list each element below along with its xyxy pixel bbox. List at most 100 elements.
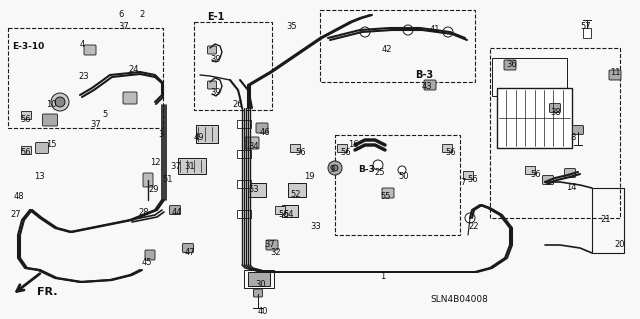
FancyBboxPatch shape bbox=[609, 70, 621, 80]
Text: 26: 26 bbox=[232, 100, 243, 109]
Text: 31: 31 bbox=[184, 162, 195, 171]
Text: 22: 22 bbox=[468, 222, 479, 231]
FancyBboxPatch shape bbox=[207, 46, 216, 54]
Text: E-3-10: E-3-10 bbox=[12, 42, 44, 51]
FancyBboxPatch shape bbox=[504, 60, 516, 70]
Text: 40: 40 bbox=[258, 307, 269, 316]
Text: E-1: E-1 bbox=[207, 12, 225, 22]
FancyBboxPatch shape bbox=[182, 243, 193, 253]
Text: 51: 51 bbox=[162, 175, 173, 184]
Text: 2: 2 bbox=[139, 10, 144, 19]
Text: 37: 37 bbox=[170, 162, 180, 171]
Bar bbox=[275, 206, 285, 214]
Text: 8: 8 bbox=[570, 133, 575, 142]
Text: 23: 23 bbox=[78, 72, 88, 81]
FancyBboxPatch shape bbox=[143, 173, 153, 187]
Bar bbox=[497, 88, 572, 148]
Text: 56: 56 bbox=[278, 210, 289, 219]
Text: 56: 56 bbox=[340, 148, 351, 157]
Text: 4: 4 bbox=[80, 40, 85, 49]
FancyBboxPatch shape bbox=[573, 125, 584, 135]
Text: 54: 54 bbox=[283, 210, 294, 219]
Text: 56: 56 bbox=[20, 115, 31, 124]
FancyBboxPatch shape bbox=[170, 205, 180, 214]
Bar bbox=[237, 150, 251, 158]
Text: 12: 12 bbox=[150, 158, 161, 167]
FancyBboxPatch shape bbox=[256, 123, 268, 133]
Circle shape bbox=[55, 97, 65, 107]
Text: 13: 13 bbox=[34, 172, 45, 181]
Text: 37: 37 bbox=[264, 240, 275, 249]
Bar bbox=[525, 166, 535, 174]
Text: 39: 39 bbox=[210, 88, 221, 97]
Bar bbox=[8, 28, 163, 128]
Text: 47: 47 bbox=[185, 248, 196, 257]
Text: 3: 3 bbox=[158, 130, 163, 139]
Bar bbox=[21, 146, 31, 154]
Text: 41: 41 bbox=[430, 25, 440, 34]
Text: 44: 44 bbox=[172, 208, 182, 217]
Text: 33: 33 bbox=[310, 222, 321, 231]
FancyBboxPatch shape bbox=[35, 143, 49, 153]
Bar bbox=[592, 188, 624, 253]
Text: 21: 21 bbox=[600, 215, 611, 224]
Text: 38: 38 bbox=[550, 108, 561, 117]
Text: 56: 56 bbox=[295, 148, 306, 157]
Bar bbox=[442, 144, 452, 152]
Circle shape bbox=[398, 166, 406, 174]
Text: B-3: B-3 bbox=[358, 165, 375, 174]
FancyBboxPatch shape bbox=[123, 92, 137, 104]
Text: 32: 32 bbox=[270, 248, 280, 257]
Text: 57: 57 bbox=[580, 22, 591, 31]
Text: 27: 27 bbox=[10, 210, 20, 219]
FancyBboxPatch shape bbox=[424, 80, 436, 90]
Circle shape bbox=[360, 27, 370, 37]
Bar bbox=[248, 183, 266, 197]
Text: 50: 50 bbox=[398, 172, 408, 181]
Text: SLN4B04008: SLN4B04008 bbox=[430, 295, 488, 304]
Bar bbox=[196, 125, 218, 143]
Text: 24: 24 bbox=[128, 65, 138, 74]
Text: B-3: B-3 bbox=[415, 70, 433, 80]
Bar bbox=[282, 205, 298, 217]
Bar bbox=[490, 48, 620, 218]
Circle shape bbox=[465, 213, 475, 223]
Text: 28: 28 bbox=[138, 208, 148, 217]
Text: 11: 11 bbox=[610, 68, 621, 77]
Text: 15: 15 bbox=[46, 140, 56, 149]
Text: 42: 42 bbox=[382, 45, 392, 54]
Circle shape bbox=[328, 161, 342, 175]
FancyBboxPatch shape bbox=[253, 289, 262, 297]
Bar bbox=[248, 272, 270, 286]
Text: 30: 30 bbox=[255, 280, 266, 289]
Text: 48: 48 bbox=[14, 192, 24, 201]
Bar bbox=[178, 158, 206, 174]
Text: 5: 5 bbox=[102, 110, 108, 119]
Text: FR.: FR. bbox=[37, 287, 58, 297]
Bar bbox=[244, 270, 274, 288]
Text: 56: 56 bbox=[20, 148, 31, 157]
Text: 10: 10 bbox=[46, 100, 56, 109]
Bar bbox=[237, 180, 251, 188]
Bar bbox=[237, 120, 251, 128]
Text: 35: 35 bbox=[286, 22, 296, 31]
Text: 53: 53 bbox=[248, 185, 259, 194]
Text: 45: 45 bbox=[142, 258, 152, 267]
Text: 46: 46 bbox=[260, 128, 271, 137]
FancyBboxPatch shape bbox=[543, 175, 554, 184]
Circle shape bbox=[373, 160, 383, 170]
Bar bbox=[21, 111, 31, 119]
FancyBboxPatch shape bbox=[42, 114, 58, 126]
Text: 7: 7 bbox=[460, 178, 465, 187]
Text: 6: 6 bbox=[118, 10, 124, 19]
Text: 14: 14 bbox=[566, 183, 577, 192]
Bar bbox=[194, 22, 272, 110]
Text: 37: 37 bbox=[90, 120, 100, 129]
Text: 39: 39 bbox=[210, 55, 221, 64]
Circle shape bbox=[332, 165, 338, 171]
Text: 36: 36 bbox=[506, 60, 516, 69]
FancyBboxPatch shape bbox=[266, 240, 278, 250]
Text: 34: 34 bbox=[248, 142, 259, 151]
FancyBboxPatch shape bbox=[382, 188, 394, 198]
Text: 56: 56 bbox=[445, 148, 456, 157]
